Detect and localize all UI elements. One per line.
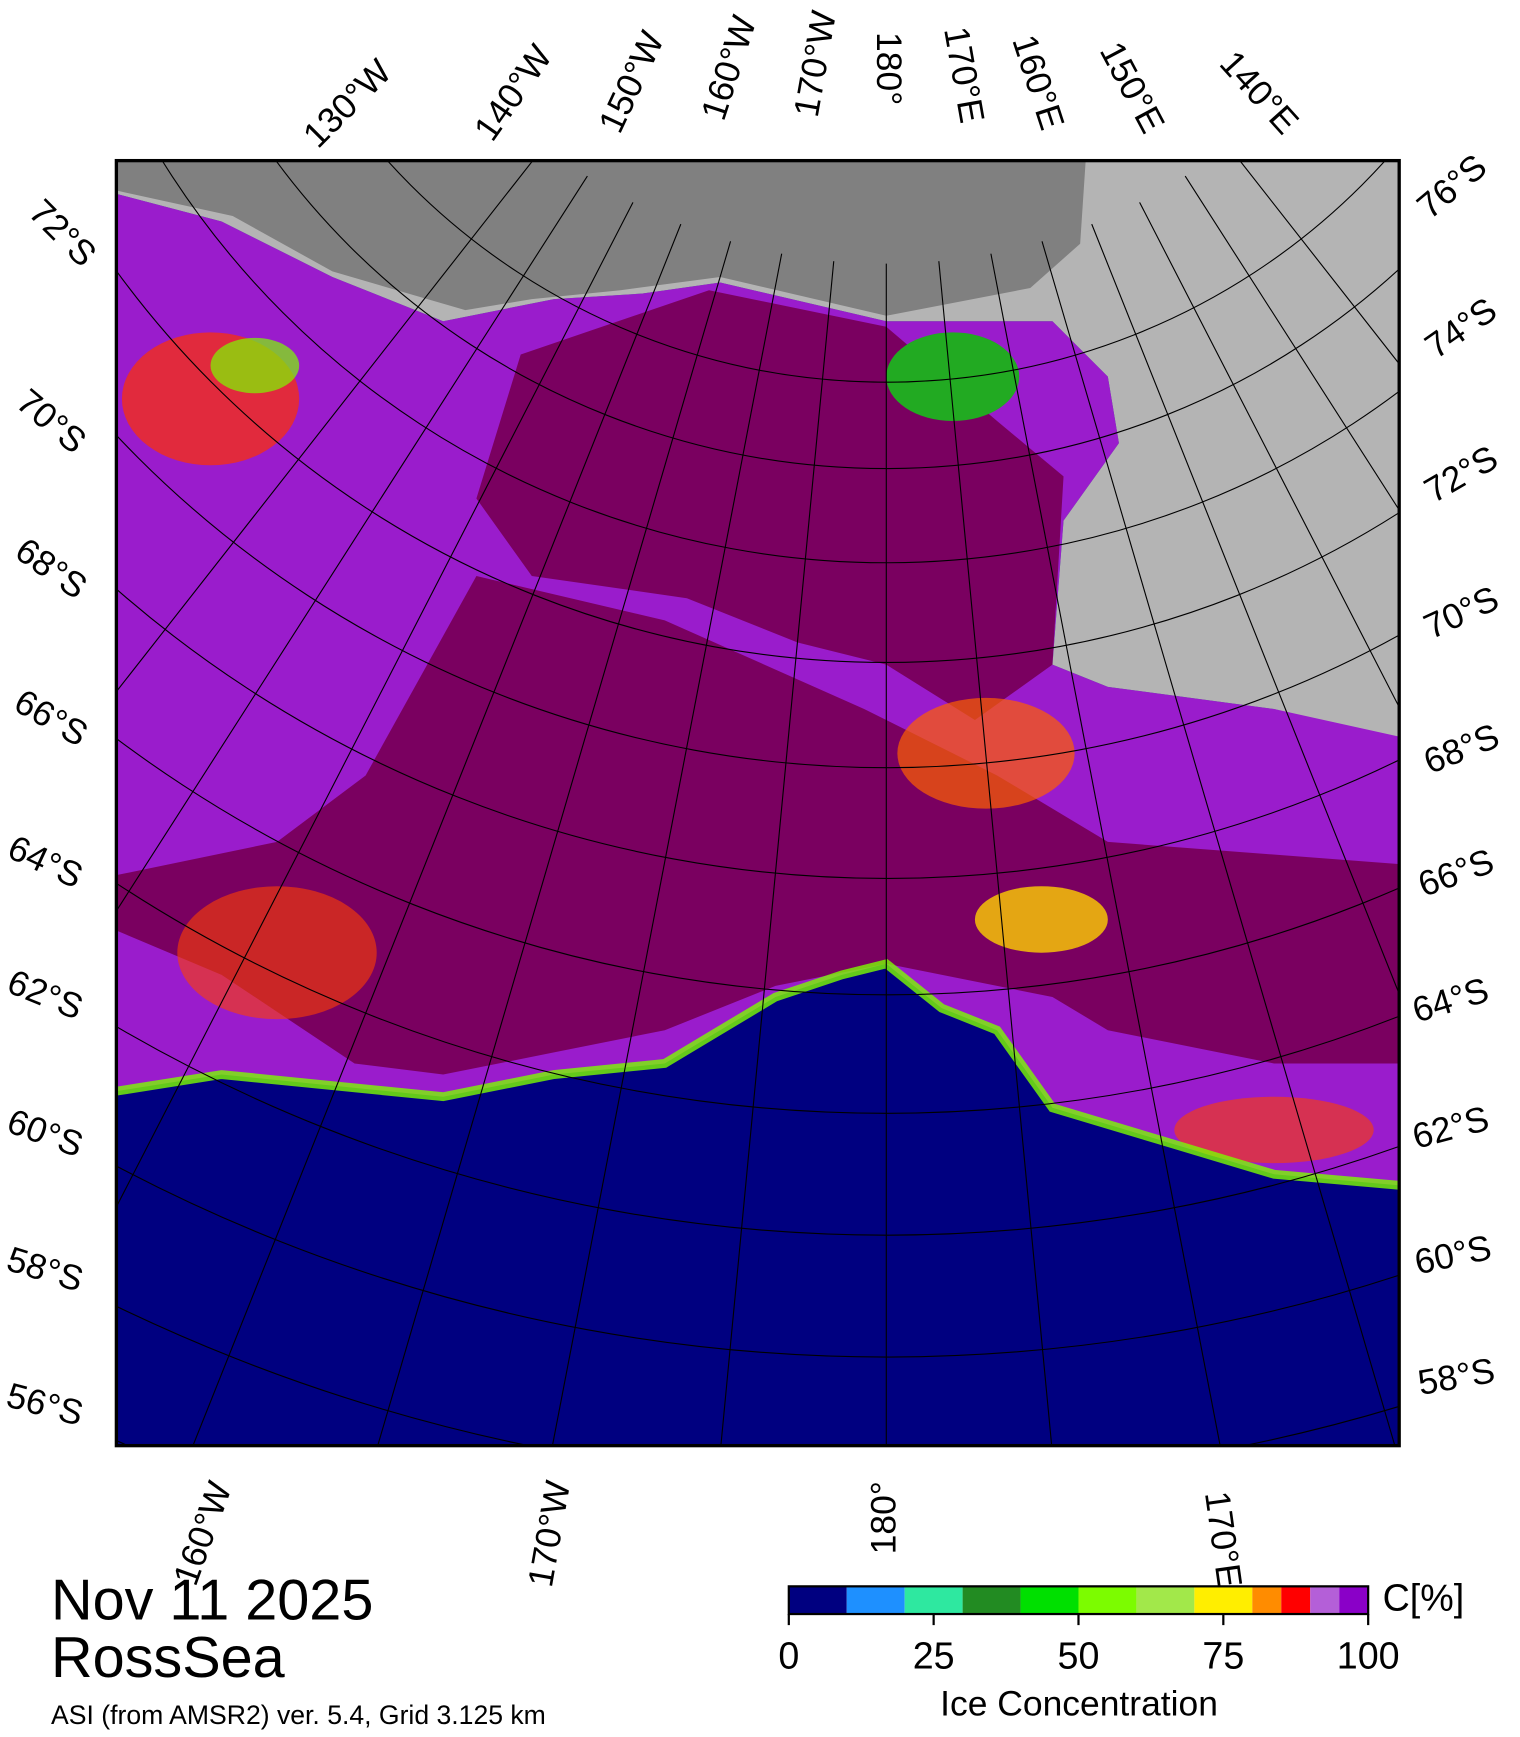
date: Nov 11 2025 [51,1568,373,1632]
meridian-line [1239,160,1400,365]
meridian-line [1184,175,1400,511]
ice-shelf [116,160,1086,316]
right-lat-label: 64°S [1408,970,1494,1031]
colorbar-segment [1281,1586,1311,1615]
left-lat-label: 66°S [8,681,95,754]
meridian-line [116,160,534,693]
colorbar-segment [1136,1586,1195,1615]
colorbar-segment [1310,1586,1340,1615]
right-lat-label: 68°S [1418,716,1505,782]
meridian-line [990,253,1221,1446]
bottom-lon-label: 180° [864,1481,904,1554]
right-lat-label: 76°S [1409,146,1494,226]
top-lon-label: 160°W [693,10,764,124]
meridian-line [1091,223,1400,996]
colorbar-tick-label: 50 [1058,1634,1100,1676]
left-lat-label: 70°S [9,381,94,461]
left-lat-label: 62°S [2,962,89,1028]
left-lat-label: 72°S [21,192,104,275]
colorbar-segment [962,1586,1021,1615]
ice-dense [116,290,1400,1075]
top-lon-label: 170°E [936,24,992,126]
meridian-line [1139,202,1400,709]
colorbar-unit: C[%] [1383,1577,1465,1619]
meridian-line [938,261,1053,1446]
colorbar-tick-label: 0 [778,1634,799,1676]
region: RossSea [51,1626,286,1690]
colorbar-segment [1078,1586,1137,1615]
colorbar-segment [1252,1586,1282,1615]
right-lat-label: 66°S [1413,841,1499,905]
right-lat-label: 74°S [1418,289,1504,366]
source: ASI (from AMSR2) ver. 5.4, Grid 3.125 km [51,1700,546,1730]
top-lon-label: 160°E [1004,30,1072,135]
right-lat-label: 62°S [1408,1098,1493,1157]
meridian-line [116,175,588,912]
top-lon-label: 180° [869,32,909,105]
colorbar-tick-label: 25 [913,1634,955,1676]
right-lat-label: 60°S [1411,1227,1495,1282]
right-lat-label: 58°S [1415,1350,1498,1403]
left-lat-label: 58°S [2,1239,88,1300]
top-lon-label: 140°E [1212,43,1307,142]
right-lat-label: 70°S [1418,578,1505,647]
meridian-line [116,202,634,1209]
top-lon-label: 150°E [1092,35,1173,139]
left-lat-label: 60°S [2,1101,88,1165]
right-lat-label: 72°S [1418,437,1505,510]
colorbar-segment [1194,1586,1253,1615]
ice-edge-patches [116,332,1400,1190]
top-lon-label: 170°W [786,7,844,120]
top-lon-label: 140°W [466,37,560,148]
meridian-line [720,261,835,1446]
meridian-line [551,253,783,1446]
bottom-lon-label: 170°W [520,1477,578,1590]
meridian-line [377,241,732,1446]
colorbar-segment [788,1586,847,1615]
meridian-line [1041,241,1396,1446]
top-lon-label: 130°W [295,51,399,155]
land [116,160,1400,737]
colorbar-segment [904,1586,963,1615]
colorbar-segment [846,1586,905,1615]
colorbar-tick-label: 100 [1337,1634,1400,1676]
top-lon-label: 150°W [591,25,673,139]
map-frame [114,158,1401,1448]
left-lat-label: 64°S [2,827,89,896]
colorbar-label: Ice Concentration [940,1683,1218,1723]
left-lat-label: 56°S [3,1375,88,1434]
meridian-line [192,223,682,1446]
colorbar-segment [1020,1586,1079,1615]
left-lat-label: 68°S [8,530,94,607]
colorbar-tick-label: 75 [1202,1634,1244,1676]
colorbar-segment [1339,1586,1369,1615]
bottom-lon-label: 170°E [1197,1489,1250,1591]
